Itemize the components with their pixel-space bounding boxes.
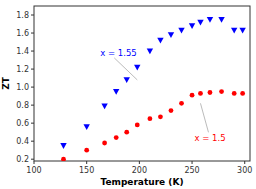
x-tick-label: 300 xyxy=(237,166,252,175)
point xyxy=(124,77,130,83)
y-tick xyxy=(31,105,34,106)
y-tick xyxy=(31,69,34,70)
annotation-line xyxy=(200,103,208,132)
x-tick-label: 150 xyxy=(79,166,94,175)
annotation-text: x = 1.5 xyxy=(194,133,225,143)
y-tick xyxy=(31,33,34,34)
point xyxy=(231,28,237,34)
point xyxy=(84,148,89,153)
points xyxy=(60,17,246,161)
point xyxy=(197,20,203,26)
point xyxy=(179,101,184,106)
point xyxy=(168,32,174,38)
point xyxy=(219,89,224,94)
point xyxy=(239,28,245,34)
y-tick-label: 1.8 xyxy=(16,11,29,20)
point xyxy=(157,38,163,44)
y-tick-label: 0.2 xyxy=(16,155,29,164)
point xyxy=(135,123,140,128)
point xyxy=(158,114,163,119)
point xyxy=(178,28,184,34)
y-tick-label: 0.8 xyxy=(16,101,29,110)
point xyxy=(101,103,107,109)
x-tick-label: 200 xyxy=(132,166,147,175)
y-tick xyxy=(31,51,34,52)
point xyxy=(102,141,107,146)
point xyxy=(189,23,195,29)
point xyxy=(240,91,245,96)
chart: 100 150 200 250 300 0.2 0.4 0.6 0.8 1.0 1.2 1.4 1.6 1… xyxy=(0,0,256,189)
y-tick-label: 1.0 xyxy=(16,83,29,92)
x-axis-label: Temperature (K) xyxy=(100,177,183,187)
y-tick-label: 0.4 xyxy=(16,137,29,146)
plot-frame xyxy=(34,6,250,161)
point xyxy=(198,91,203,96)
x-tick-label: 250 xyxy=(184,166,199,175)
point xyxy=(61,157,66,161)
y-tick-label: 1.6 xyxy=(16,29,29,38)
point xyxy=(232,91,237,96)
point xyxy=(134,65,140,71)
y-axis-label: ZT xyxy=(1,76,11,90)
point xyxy=(114,135,119,140)
point xyxy=(218,17,224,23)
point xyxy=(83,124,89,130)
y-tick xyxy=(31,141,34,142)
point xyxy=(208,90,213,95)
y-tick-label: 1.2 xyxy=(16,65,29,74)
x-tick xyxy=(192,161,193,164)
point xyxy=(207,17,213,23)
point xyxy=(113,89,119,95)
y-tick xyxy=(31,159,34,160)
x-tick-label: 100 xyxy=(26,166,41,175)
annotation-line xyxy=(114,58,137,80)
x-tick xyxy=(139,161,140,164)
y-tick-label: 1.4 xyxy=(16,47,29,56)
y-tick-label: 0.6 xyxy=(16,119,29,128)
point xyxy=(147,48,153,54)
x-tick xyxy=(244,161,245,164)
y-tick xyxy=(31,15,34,16)
point xyxy=(190,93,195,98)
point xyxy=(60,143,66,149)
x-tick xyxy=(34,161,35,164)
y-tick xyxy=(31,87,34,88)
y-tick xyxy=(31,123,34,124)
point xyxy=(169,108,174,113)
point xyxy=(124,130,129,135)
x-tick xyxy=(86,161,87,164)
annotation-text: x = 1.55 xyxy=(100,48,136,58)
point xyxy=(148,116,153,121)
